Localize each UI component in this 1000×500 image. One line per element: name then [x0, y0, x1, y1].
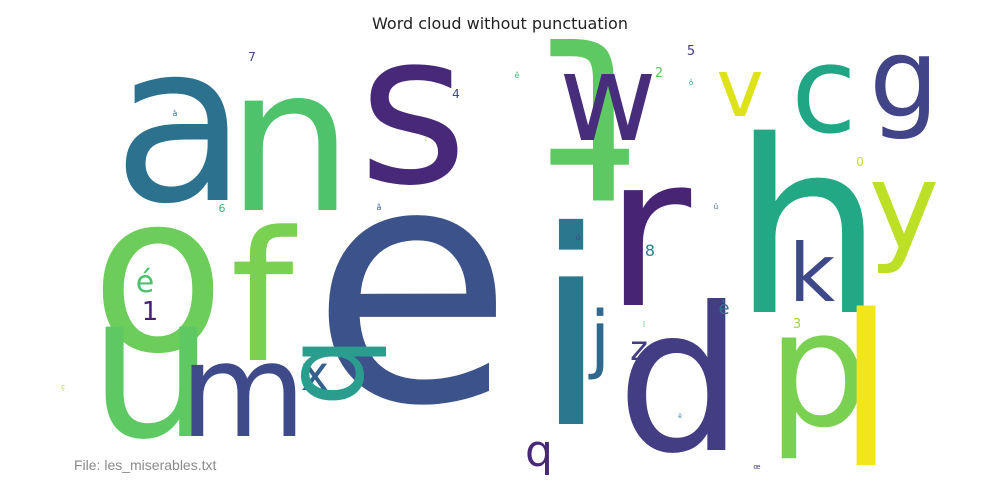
word-28: è	[718, 298, 729, 319]
word-45: ï	[424, 137, 427, 144]
word-24: l	[837, 270, 895, 500]
word-47: ë	[678, 413, 682, 420]
word-20: j	[588, 296, 611, 382]
word-10: o	[91, 146, 226, 402]
word-13: i	[533, 173, 608, 488]
word-14: r	[605, 110, 692, 355]
word-31: 0	[856, 155, 864, 169]
word-17: m	[180, 315, 307, 467]
word-42: ü	[576, 234, 580, 242]
word-33: 5	[687, 44, 695, 59]
word-12: e	[310, 94, 513, 478]
word-29: 8	[645, 241, 655, 260]
word-7: g	[869, 14, 939, 142]
word-2: s	[358, 0, 467, 232]
word-19: b	[277, 337, 405, 407]
word-27: 1	[142, 297, 159, 327]
word-37: à	[173, 109, 178, 118]
file-caption: File: les_miserables.txt	[74, 457, 217, 473]
word-25: q	[525, 426, 553, 477]
word-6: c	[791, 22, 857, 161]
word-30: 3	[793, 317, 801, 332]
word-46: œ	[753, 463, 760, 471]
word-41: ô	[689, 79, 693, 87]
word-1: n	[227, 25, 354, 258]
word-38: â	[377, 203, 382, 212]
word-0: a	[113, 0, 248, 252]
word-5: v	[716, 42, 763, 135]
word-11: f	[230, 194, 297, 403]
word-34: 4	[452, 87, 460, 101]
word-22: d	[617, 265, 744, 498]
word-32: 2	[655, 66, 663, 81]
word-18: x	[301, 346, 329, 402]
word-39: ê	[515, 70, 520, 80]
word-3: t	[545, 0, 635, 251]
chart-title: Word cloud without punctuation	[372, 14, 628, 33]
word-26: é	[136, 265, 154, 300]
word-15: k	[789, 227, 836, 320]
word-16: u	[89, 251, 216, 484]
word-8: h	[732, 89, 884, 369]
word-4: w	[559, 30, 657, 169]
word-36: 6	[219, 202, 226, 215]
word-44: î	[642, 321, 646, 329]
word-21: z	[630, 329, 648, 369]
word-40: ç	[61, 383, 65, 391]
word-35: 7	[248, 50, 256, 64]
word-23: p	[767, 276, 869, 463]
word-43: û	[714, 203, 718, 211]
word-9: y	[868, 138, 939, 277]
